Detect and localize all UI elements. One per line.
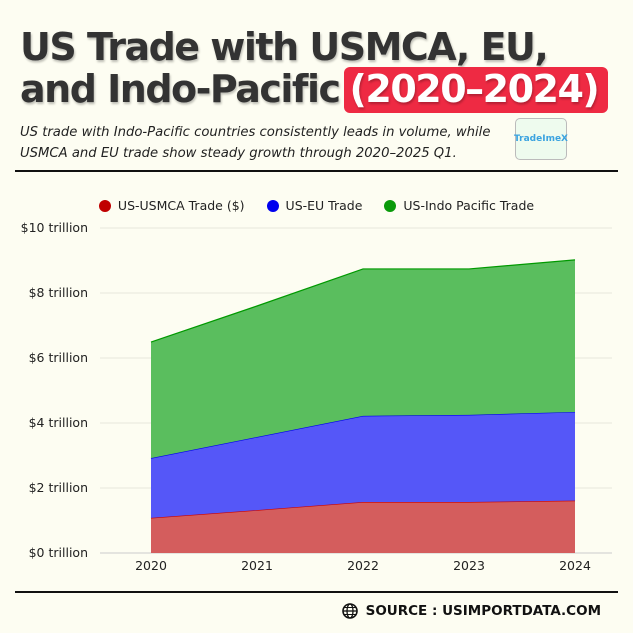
x-tick-label: 2022 <box>347 558 379 573</box>
area-usmca <box>151 500 575 553</box>
title-highlight: (2020–2024) <box>343 67 609 113</box>
title-main: US Trade with USMCA, EU, and Indo-Pacifi… <box>20 25 549 111</box>
area-indo-pacific <box>151 259 575 459</box>
y-tick-label: $6 trillion <box>29 350 88 365</box>
legend-item-usmca: US-USMCA Trade ($) <box>98 198 245 213</box>
top-divider <box>15 170 618 172</box>
x-tick-label: 2024 <box>559 558 591 573</box>
page-title: US Trade with USMCA, EU, and Indo-Pacifi… <box>20 25 630 113</box>
y-tick-label: $2 trillion <box>29 480 88 495</box>
tradeimex-logo: TradeImeX <box>514 118 568 160</box>
y-tick-label: $8 trillion <box>29 285 88 300</box>
bottom-divider <box>15 591 618 593</box>
area-eu <box>151 411 575 518</box>
x-tick-label: 2021 <box>241 558 273 573</box>
y-tick-label: $4 trillion <box>29 415 88 430</box>
source-credit: SOURCE : USIMPORTDATA.COM <box>341 603 601 619</box>
legend-dot <box>384 199 397 212</box>
legend-item-eu: US-EU Trade <box>266 198 363 213</box>
globe-icon <box>341 603 358 619</box>
legend-label: US-EU Trade <box>285 198 363 213</box>
y-tick-label: $0 trillion <box>29 545 88 560</box>
legend-item-indo-pacific: US-Indo Pacific Trade <box>384 198 534 213</box>
y-tick-label: $10 trillion <box>21 220 88 235</box>
subtitle: US trade with Indo-Pacific countries con… <box>20 125 491 161</box>
legend-dot <box>266 199 279 212</box>
legend-label: US-USMCA Trade ($) <box>117 198 245 213</box>
legend: US-USMCA Trade ($) US-EU Trade US-Indo P… <box>0 198 633 213</box>
legend-dot <box>98 199 111 212</box>
source-text: SOURCE : USIMPORTDATA.COM <box>365 603 601 619</box>
legend-label: US-Indo Pacific Trade <box>403 198 535 213</box>
x-tick-label: 2020 <box>135 558 167 573</box>
x-tick-label: 2023 <box>453 558 485 573</box>
